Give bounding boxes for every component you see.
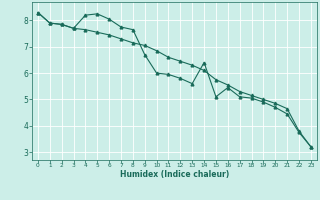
X-axis label: Humidex (Indice chaleur): Humidex (Indice chaleur) [120,170,229,179]
